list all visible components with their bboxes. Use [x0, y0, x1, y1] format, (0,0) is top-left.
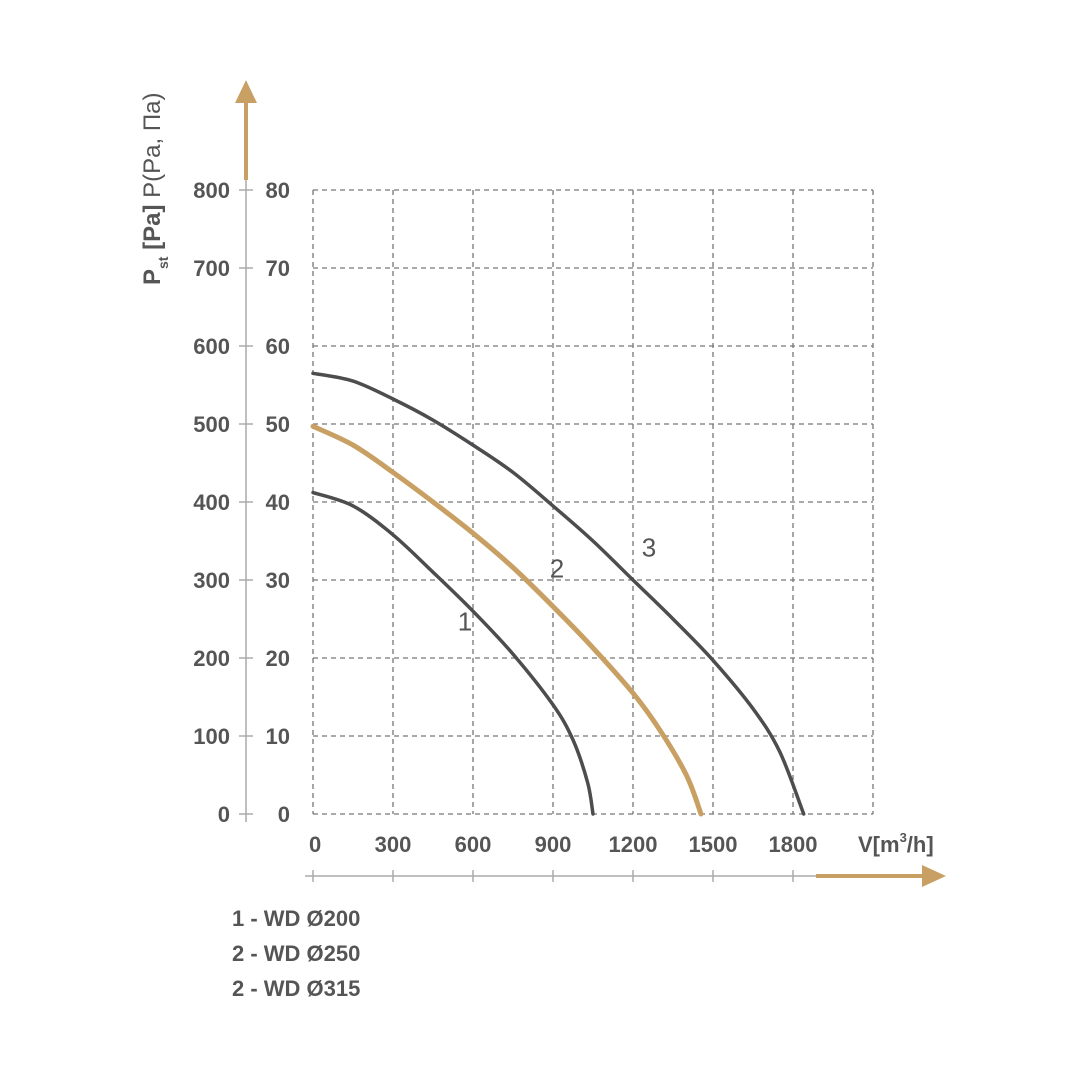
legend: 1 - WD Ø200 2 - WD Ø250 2 - WD Ø315 — [232, 906, 360, 1001]
x-axis-label-end: /h] — [907, 832, 934, 857]
curve-label-3: 3 — [642, 533, 656, 563]
y-tick-label-outer: 100 — [193, 724, 230, 749]
y-tick-label-outer: 800 — [193, 178, 230, 203]
grid — [312, 189, 874, 815]
axes — [235, 80, 946, 887]
x-tick-label: 1500 — [689, 832, 738, 857]
x-tick-label: 1800 — [769, 832, 818, 857]
x-tick-label: 1200 — [609, 832, 658, 857]
curve-labels: 1 2 3 — [458, 533, 656, 637]
y-axis-label-alt: P(Pa, Па) — [139, 93, 166, 205]
x-axis-arrow-icon — [922, 865, 946, 887]
y-axis-label-bracket: [Pa] — [139, 205, 166, 257]
series-line-1 — [311, 490, 595, 816]
y-axis-arrow-icon — [235, 80, 257, 103]
y-tick-label-outer: 300 — [193, 568, 230, 593]
y-axis-label: Pst [Pa] P(Pa, Па) — [139, 93, 171, 285]
y-tick-label-outer: 700 — [193, 256, 230, 281]
y-tick-label-outer: 200 — [193, 646, 230, 671]
y-tick-label-inner: 60 — [266, 334, 290, 359]
y-tick-label-inner: 50 — [266, 412, 290, 437]
x-axis-label: V[m3/h] — [858, 830, 934, 857]
y-tick-label-inner: 10 — [266, 724, 290, 749]
y-axis-label-sub: st — [155, 256, 171, 269]
y-tick-label-inner: 80 — [266, 178, 290, 203]
x-tick-label: 0 — [309, 832, 321, 857]
y-tick-label-outer: 500 — [193, 412, 230, 437]
x-tick-label: 900 — [535, 832, 572, 857]
series-lines — [310, 371, 806, 817]
y-tick-label-outer: 0 — [218, 802, 230, 827]
legend-entry-2: 2 - WD Ø250 — [232, 941, 360, 966]
y-tick-label-inner: 70 — [266, 256, 290, 281]
y-tick-label-inner: 0 — [278, 802, 290, 827]
curve-label-2: 2 — [550, 554, 564, 584]
y-tick-label-inner: 40 — [266, 490, 290, 515]
x-tick-label: 300 — [375, 832, 412, 857]
x-axis-label-sup: 3 — [900, 830, 907, 845]
legend-entry-1: 1 - WD Ø200 — [232, 906, 360, 931]
tick-labels: 0100200300400500600700800010203040506070… — [193, 178, 817, 857]
legend-entry-3: 2 - WD Ø315 — [232, 976, 360, 1001]
y-axis-label-main: P — [139, 269, 166, 285]
curve-label-1: 1 — [458, 607, 472, 637]
y-tick-label-inner: 30 — [266, 568, 290, 593]
y-tick-label-outer: 400 — [193, 490, 230, 515]
series-line-2 — [310, 423, 704, 817]
x-tick-label: 600 — [455, 832, 492, 857]
y-tick-label-outer: 600 — [193, 334, 230, 359]
x-axis-label-main: V[m — [858, 832, 900, 857]
series-line-3 — [311, 371, 806, 816]
y-tick-label-inner: 20 — [266, 646, 290, 671]
